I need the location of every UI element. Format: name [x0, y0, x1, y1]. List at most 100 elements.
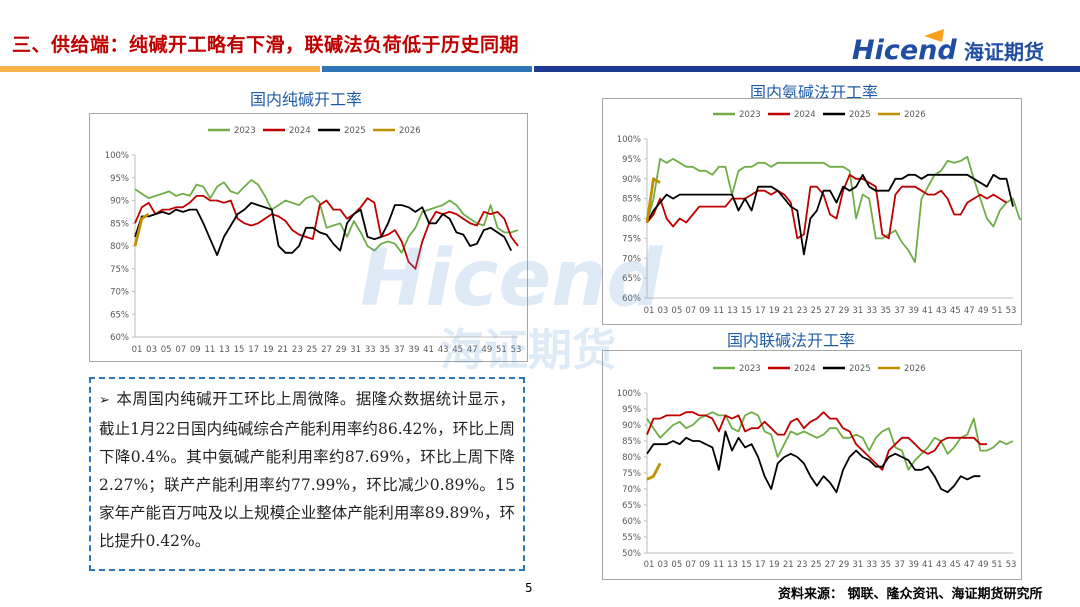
x-tick-label: 13 — [219, 345, 230, 355]
y-tick-label: 65% — [622, 501, 641, 511]
x-tick-label: 09 — [699, 560, 710, 570]
y-tick-label: 100% — [617, 135, 641, 145]
legend-label-2026: 2026 — [904, 364, 926, 374]
x-tick-label: 35 — [379, 345, 390, 355]
y-tick-label: 50% — [622, 549, 641, 559]
x-tick-label: 47 — [467, 345, 478, 355]
y-tick-label: 70% — [622, 254, 641, 264]
series-line-2026 — [646, 462, 662, 481]
hicend-logo: Hicend 海证期货 — [852, 29, 1044, 66]
summary-paragraph: ➢ 本周国内纯碱开工环比上周微降。据隆众数据统计显示，截止1月22日国内纯碱综合产… — [99, 385, 515, 555]
y-tick-label: 100% — [617, 389, 641, 399]
y-tick-label: 80% — [110, 242, 129, 252]
x-tick-label: 03 — [658, 306, 669, 316]
x-tick-label: 25 — [307, 345, 318, 355]
x-tick-label: 01 — [644, 560, 655, 570]
series-line-2024 — [134, 195, 519, 270]
x-tick-label: 09 — [190, 345, 201, 355]
x-tick-label: 41 — [922, 306, 933, 316]
data-source: 资料来源： 钢联、隆众资讯、海证期货研究所 — [778, 587, 1043, 602]
x-tick-label: 23 — [292, 345, 303, 355]
x-tick-label: 07 — [175, 345, 186, 355]
y-tick-label: 85% — [622, 437, 641, 447]
x-tick-label: 05 — [671, 306, 682, 316]
divider-segment-blue — [322, 66, 532, 72]
x-tick-label: 37 — [894, 306, 905, 316]
x-tick-label: 01 — [132, 345, 143, 355]
series-line-2025 — [134, 201, 513, 257]
x-tick-label: 39 — [409, 345, 420, 355]
legend-label-2026: 2026 — [904, 110, 926, 120]
x-tick-label: 45 — [950, 560, 961, 570]
x-tick-label: 43 — [936, 560, 947, 570]
x-tick-label: 27 — [825, 306, 836, 316]
x-tick-label: 07 — [685, 560, 696, 570]
legend-label-2025: 2025 — [849, 110, 871, 120]
series-line-2026 — [133, 212, 150, 247]
x-tick-label: 17 — [248, 345, 259, 355]
x-tick-label: 51 — [992, 560, 1003, 570]
x-tick-label: 19 — [263, 345, 274, 355]
bullet-arrow-icon: ➢ — [99, 393, 110, 408]
y-tick-label: 95% — [110, 174, 129, 184]
y-tick-label: 75% — [622, 234, 641, 244]
y-tick-label: 60% — [110, 333, 129, 343]
x-tick-label: 49 — [978, 560, 989, 570]
summary-box: ➢ 本周国内纯碱开工环比上周微降。据隆众数据统计显示，截止1月22日国内纯碱综合产… — [89, 377, 525, 571]
x-tick-label: 13 — [727, 560, 738, 570]
x-tick-label: 27 — [825, 560, 836, 570]
x-tick-label: 05 — [671, 560, 682, 570]
divider-segment-orange — [0, 66, 320, 72]
chart-title-soda-ash: 国内纯碱开工率 — [250, 90, 363, 109]
x-tick-label: 47 — [964, 560, 975, 570]
chart-combined-soda-svg: 50% 55% 60% 65% 70% 75% 80% 85% 90% 95% 100% 01 03 05… — [617, 364, 1017, 570]
y-tick-label: 90% — [622, 175, 641, 185]
summary-text: 本周国内纯碱开工环比上周微降。据隆众数据统计显示，截止1月22日国内纯碱综合产能… — [99, 390, 515, 550]
x-tick-label: 25 — [811, 560, 822, 570]
x-tick-label: 21 — [277, 345, 288, 355]
x-tick-label: 41 — [423, 345, 434, 355]
x-tick-label: 41 — [922, 560, 933, 570]
x-tick-label: 37 — [894, 560, 905, 570]
x-tick-label: 09 — [699, 306, 710, 316]
x-tick-label: 29 — [336, 345, 347, 355]
x-tick-label: 05 — [161, 345, 172, 355]
x-tick-label: 35 — [880, 560, 891, 570]
svg-text:Hicend: Hicend — [852, 35, 957, 66]
series-line-2024 — [646, 173, 1007, 240]
x-tick-label: 11 — [713, 560, 724, 570]
page-title: 三、供给端：纯碱开工略有下滑，联碱法负荷低于历史同期 — [12, 34, 520, 56]
legend-label-2024: 2024 — [794, 364, 816, 374]
x-tick-label: 29 — [839, 306, 850, 316]
legend-label-2026: 2026 — [399, 126, 421, 136]
x-tick-label: 33 — [866, 306, 877, 316]
y-tick-label: 75% — [110, 265, 129, 275]
x-tick-label: 31 — [852, 306, 863, 316]
y-tick-label: 80% — [622, 215, 641, 225]
x-tick-label: 21 — [783, 306, 794, 316]
x-tick-label: 49 — [481, 345, 492, 355]
series-line-2025 — [646, 173, 1014, 256]
x-tick-label: 31 — [852, 560, 863, 570]
y-tick-label: 75% — [622, 469, 641, 479]
chart-ammonia-soda-utilization: 60% 65% 70% 75% 80% 85% 90% 95% 100% 01 03 05 07 09 11… — [602, 98, 1022, 325]
series-line-2025 — [646, 430, 981, 494]
x-tick-label: 19 — [769, 306, 780, 316]
x-tick-label: 49 — [978, 306, 989, 316]
x-tick-label: 33 — [866, 560, 877, 570]
x-tick-label: 27 — [321, 345, 332, 355]
y-tick-label: 70% — [110, 288, 129, 298]
legend-label-2024: 2024 — [794, 110, 816, 120]
series-line-2023 — [646, 156, 1021, 264]
x-tick-label: 35 — [880, 306, 891, 316]
divider-segment-navy — [534, 66, 1080, 72]
x-tick-label: 11 — [204, 345, 215, 355]
chart-title-combined-soda: 国内联碱法开工率 — [727, 331, 856, 350]
y-tick-label: 85% — [110, 219, 129, 229]
svg-text:海证期货: 海证期货 — [964, 40, 1044, 64]
x-tick-label: 15 — [741, 306, 752, 316]
x-tick-label: 03 — [658, 560, 669, 570]
x-tick-label: 15 — [234, 345, 245, 355]
chart-soda-ash-svg: 60% 65% 70% 75% 80% 85% 90% 95% 100% 01 03 05 07 09 11… — [105, 126, 522, 355]
legend-label-2025: 2025 — [849, 364, 871, 374]
